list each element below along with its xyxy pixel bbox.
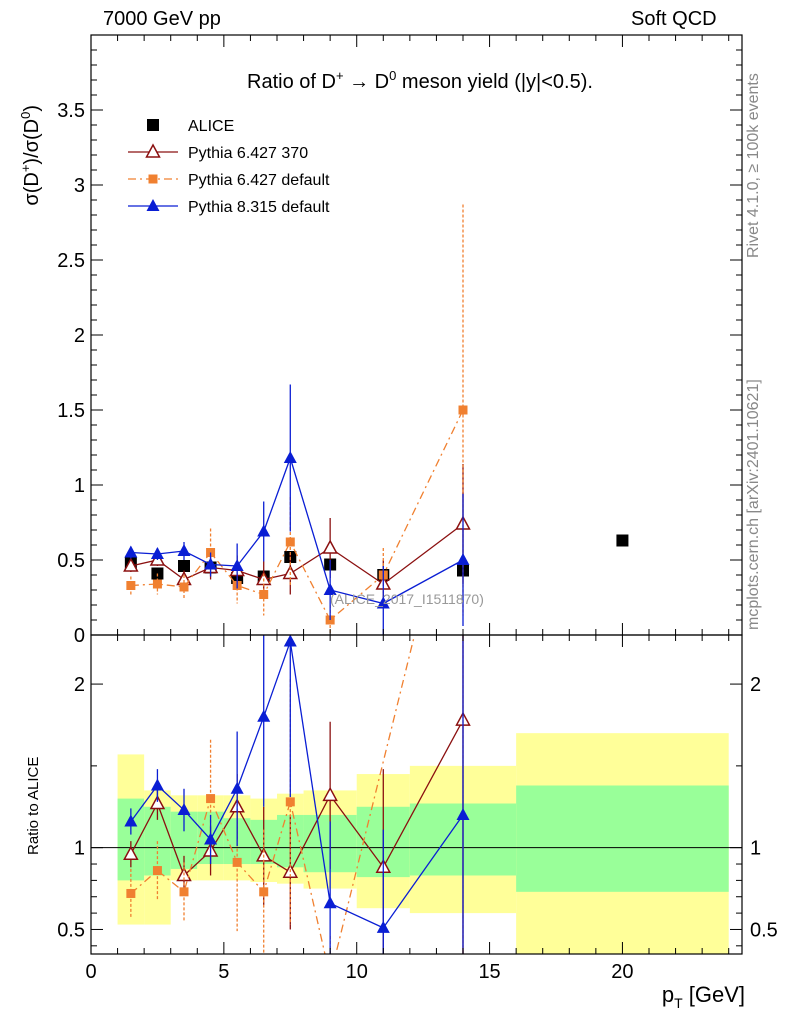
ratio-point — [323, 896, 337, 909]
ref-bands — [91, 733, 742, 954]
analysis-watermark: (ALICE_2017_I1511870) — [330, 591, 484, 607]
data-point — [285, 537, 295, 547]
y-tick-label: 3.5 — [57, 100, 85, 122]
ratio-point — [456, 807, 470, 820]
legend-entry: Pythia 6.427 default — [128, 172, 330, 189]
data-point — [178, 560, 190, 572]
data-point — [179, 582, 189, 592]
x-tick-label: 5 — [218, 961, 229, 983]
x-tick-label: 10 — [346, 961, 368, 983]
x-tick-label: 20 — [611, 961, 633, 983]
ratio-y-tick-label: 1 — [74, 838, 85, 860]
ratio-y-label: Ratio to ALICE — [25, 757, 42, 855]
ratio-point — [149, 794, 166, 810]
series-ratio-3 — [124, 635, 470, 954]
header-left: 7000 GeV pp — [103, 8, 221, 30]
series-line — [130, 409, 464, 622]
ratio-point — [283, 635, 297, 647]
data-point — [257, 524, 271, 537]
ratio-point — [326, 972, 335, 981]
y-tick-label: 3 — [74, 175, 85, 197]
legend: ALICE Pythia 6.427 370 Pythia 6.427 defaul… — [128, 118, 330, 216]
legend-label: ALICE — [188, 118, 234, 135]
legend-entry: Pythia 6.427 370 — [128, 143, 308, 162]
ratio-point — [376, 920, 390, 933]
legend-entry: ALICE — [147, 118, 234, 135]
ratio-point — [123, 845, 139, 860]
y-tick-label: 1 — [74, 475, 85, 497]
ratio-point — [259, 887, 269, 897]
data-point — [283, 451, 297, 463]
ratio-line — [130, 719, 464, 877]
ratio-point — [179, 887, 189, 897]
ratio-point — [177, 803, 191, 816]
main-series — [123, 204, 629, 635]
ratio-point — [152, 866, 162, 876]
legend-marker — [148, 174, 158, 184]
series-main-1 — [123, 464, 471, 608]
chart-title: Ratio of D+ → D0 meson yield (|y|<0.5). — [247, 68, 593, 93]
ratio-y-tick-label-right: 2 — [750, 674, 761, 696]
x-tick-label: 0 — [85, 961, 96, 983]
ratio-y-tick-label-right: 0.5 — [750, 919, 778, 941]
data-point — [123, 557, 139, 572]
header-right: Soft QCD — [631, 8, 717, 30]
data-point — [152, 579, 162, 589]
data-point — [616, 534, 629, 547]
series-main-2 — [126, 204, 468, 635]
ratio-series — [123, 635, 471, 981]
data-point — [230, 559, 244, 571]
ratio-y-tick-label: 0.5 — [57, 919, 85, 941]
ratio-point — [206, 794, 216, 804]
data-point — [376, 596, 390, 609]
data-point — [322, 539, 338, 554]
legend-marker — [145, 143, 161, 158]
ratio-point — [322, 786, 338, 802]
data-point — [259, 590, 269, 599]
data-point — [124, 545, 138, 558]
data-point — [456, 553, 470, 565]
y-tick-label: 0.5 — [57, 550, 85, 572]
legend-label: Pythia 8.315 default — [188, 199, 330, 216]
ratio-line — [130, 641, 464, 929]
data-point — [150, 547, 164, 559]
ratio-point — [126, 888, 136, 898]
series-line — [130, 523, 464, 585]
legend-label: Pythia 6.427 370 — [188, 145, 308, 162]
ratio-point — [232, 857, 242, 867]
ratio-point — [150, 778, 164, 791]
data-point — [458, 405, 468, 415]
ratio-y-tick-label: 2 — [74, 674, 85, 696]
y-axis-label: σ(D+)/σ(D0) — [18, 105, 43, 206]
ref-band-inner — [516, 785, 729, 892]
y-tick-label: 2 — [74, 325, 85, 347]
legend-entry: Pythia 8.315 default — [128, 199, 330, 216]
data-point — [126, 581, 136, 590]
ratio-point — [204, 832, 218, 845]
y-tick-label: 2.5 — [57, 250, 85, 272]
ratio-point — [257, 709, 271, 722]
series-main-3 — [124, 384, 470, 635]
data-point — [204, 557, 218, 570]
legend-marker — [146, 199, 160, 211]
ratio-point — [124, 814, 138, 827]
ratio-frame — [90, 634, 743, 955]
ratio-point — [230, 781, 244, 794]
ratio-point — [285, 797, 295, 807]
legend-marker — [147, 119, 159, 131]
data-point — [177, 544, 191, 556]
series-line — [130, 455, 464, 605]
ratio-y-tick-label-right: 1 — [750, 838, 761, 860]
data-point — [323, 583, 337, 595]
x-axis-label: pT [GeV] — [662, 982, 745, 1011]
y-tick-label: 1.5 — [57, 400, 85, 422]
legend-label: Pythia 6.427 default — [188, 172, 330, 189]
y-tick-label: 0 — [74, 625, 85, 647]
x-tick-label: 15 — [478, 961, 500, 983]
